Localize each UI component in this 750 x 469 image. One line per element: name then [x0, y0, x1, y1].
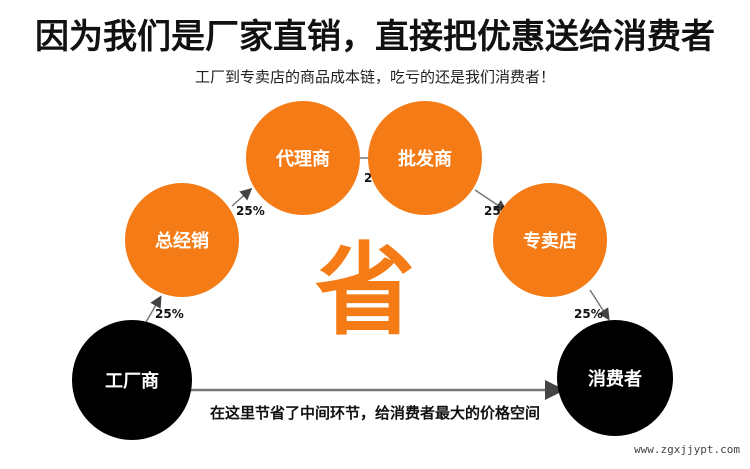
node-factory	[72, 320, 192, 440]
node-distributor-label: 总经销	[155, 230, 209, 252]
main-title: 因为我们是厂家直销，直接把优惠送给消费者	[35, 17, 715, 57]
subtitle: 工厂到专卖店的商品成本链，吃亏的还是我们消费者！	[195, 68, 555, 86]
save-character: 省	[315, 232, 415, 349]
arrow-factory-distributor	[145, 295, 162, 323]
node-agent	[246, 101, 360, 215]
node-consumer	[557, 320, 673, 436]
arrow-store-consumer	[589, 289, 610, 321]
markup-label: 25%	[574, 307, 603, 321]
markup-label: 25%	[236, 204, 265, 218]
watermark: www.zgxjjypt.com	[634, 443, 740, 456]
node-store	[493, 183, 607, 297]
node-consumer-label: 消费者	[588, 368, 642, 390]
node-wholesaler-label: 批发商	[398, 148, 452, 170]
node-wholesaler	[368, 101, 482, 215]
node-agent-label: 代理商	[275, 148, 330, 170]
arrow-wholesaler-store	[474, 189, 508, 212]
bottom-note: 在这里节省了中间环节，给消费者最大的价格空间	[210, 404, 540, 422]
node-factory-label: 工厂商	[105, 370, 159, 392]
markup-label: 25%	[155, 307, 184, 321]
node-store-label: 专卖店	[523, 230, 577, 252]
node-distributor	[125, 183, 239, 297]
arrow-distributor-agent	[231, 188, 253, 207]
